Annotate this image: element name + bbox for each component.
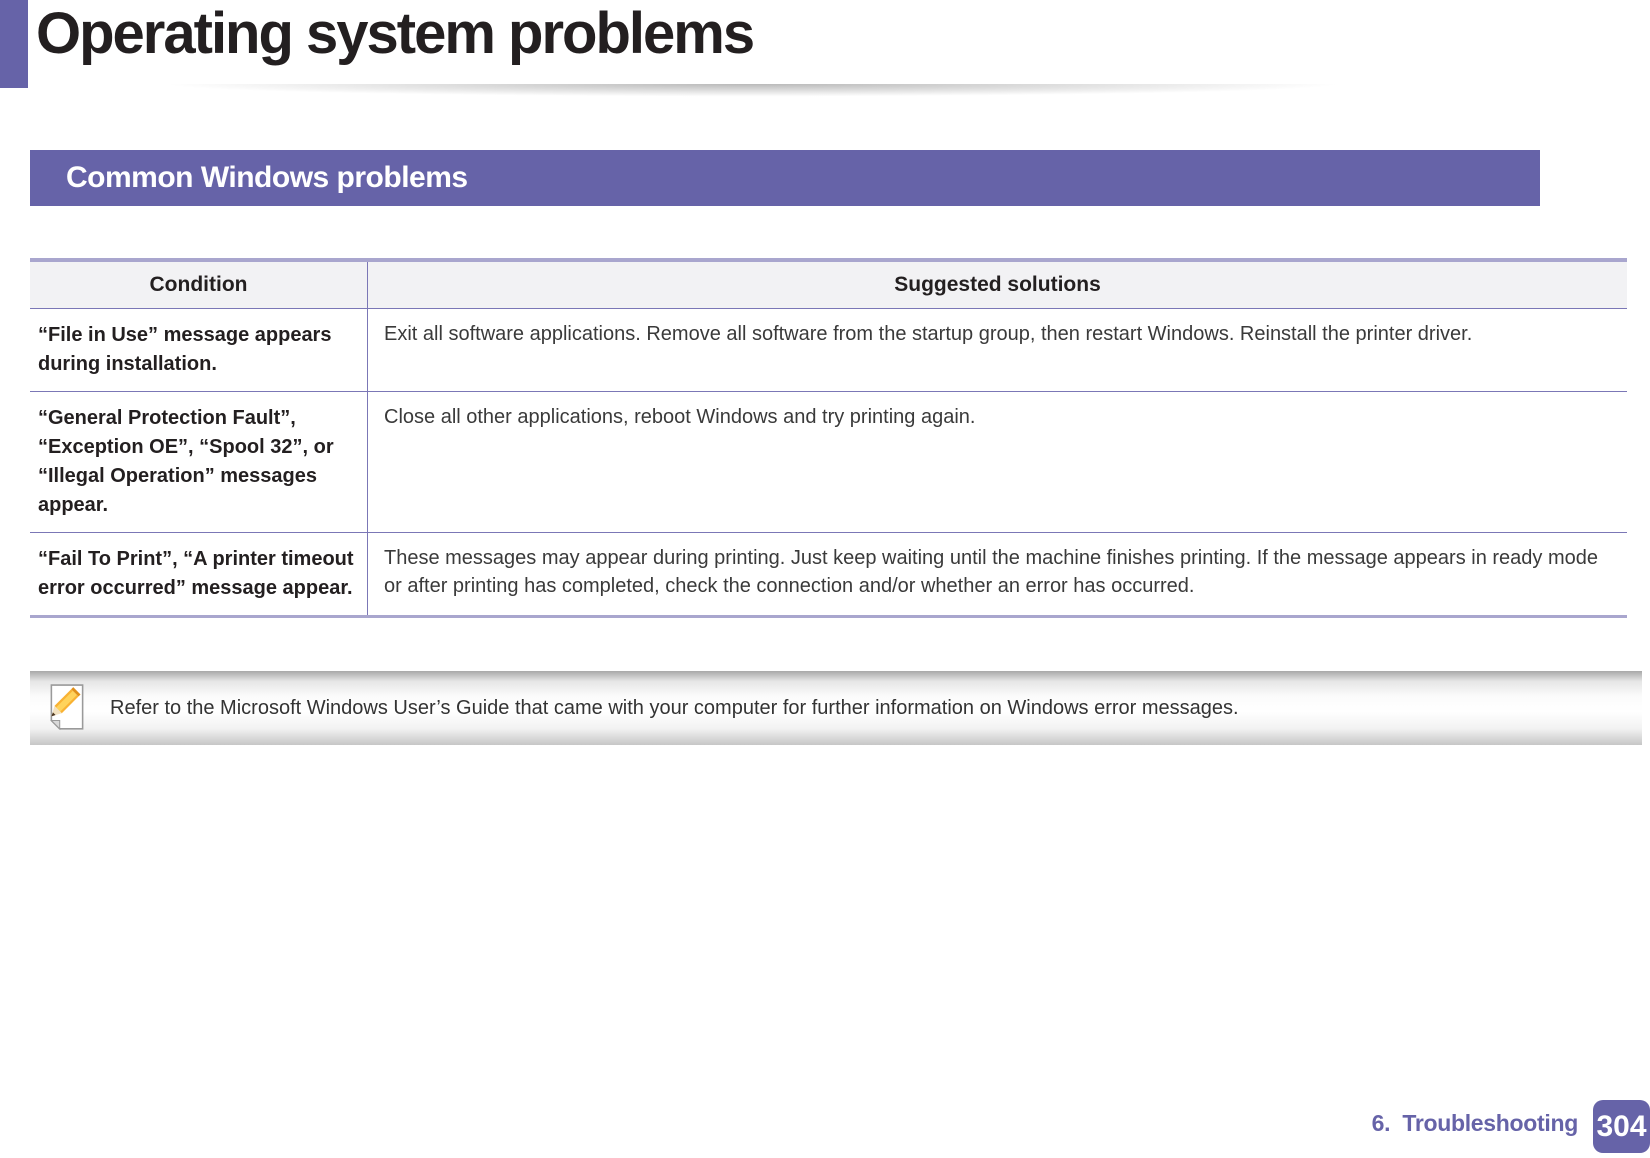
title-accent-bar (0, 0, 28, 88)
condition-cell: “Fail To Print”, “A printer timeout erro… (38, 548, 354, 599)
note-box: Refer to the Microsoft Windows User’s Gu… (30, 671, 1642, 745)
solution-cell: These messages may appear during printin… (367, 533, 1627, 615)
solution-cell: Close all other applications, reboot Win… (367, 392, 1627, 532)
condition-cell: “General Protection Fault”, “Exception O… (38, 407, 334, 516)
table-row: “Fail To Print”, “A printer timeout erro… (30, 533, 1627, 615)
section-title: Common Windows problems (66, 161, 468, 194)
note-text: Refer to the Microsoft Windows User’s Gu… (110, 696, 1239, 719)
footer-chapter-label: 6. Troubleshooting (1371, 1110, 1579, 1136)
problems-table: Condition Suggested solutions “File in U… (30, 258, 1627, 618)
table-row: “File in Use” message appears during ins… (30, 309, 1627, 392)
condition-cell: “File in Use” message appears during ins… (38, 324, 332, 375)
column-header-suggested-solutions: Suggested solutions (367, 262, 1627, 308)
column-header-condition: Condition (149, 273, 248, 296)
table-header-row: Condition Suggested solutions (30, 262, 1627, 309)
section-header: Common Windows problems (30, 150, 1540, 206)
note-pencil-icon (50, 684, 84, 731)
table-row: “General Protection Fault”, “Exception O… (30, 392, 1627, 533)
page-title: Operating system problems (36, 1, 755, 66)
solution-cell: Exit all software applications. Remove a… (367, 309, 1627, 391)
title-divider-shadow (30, 84, 1475, 100)
page-number-badge: 304 (1593, 1100, 1650, 1153)
